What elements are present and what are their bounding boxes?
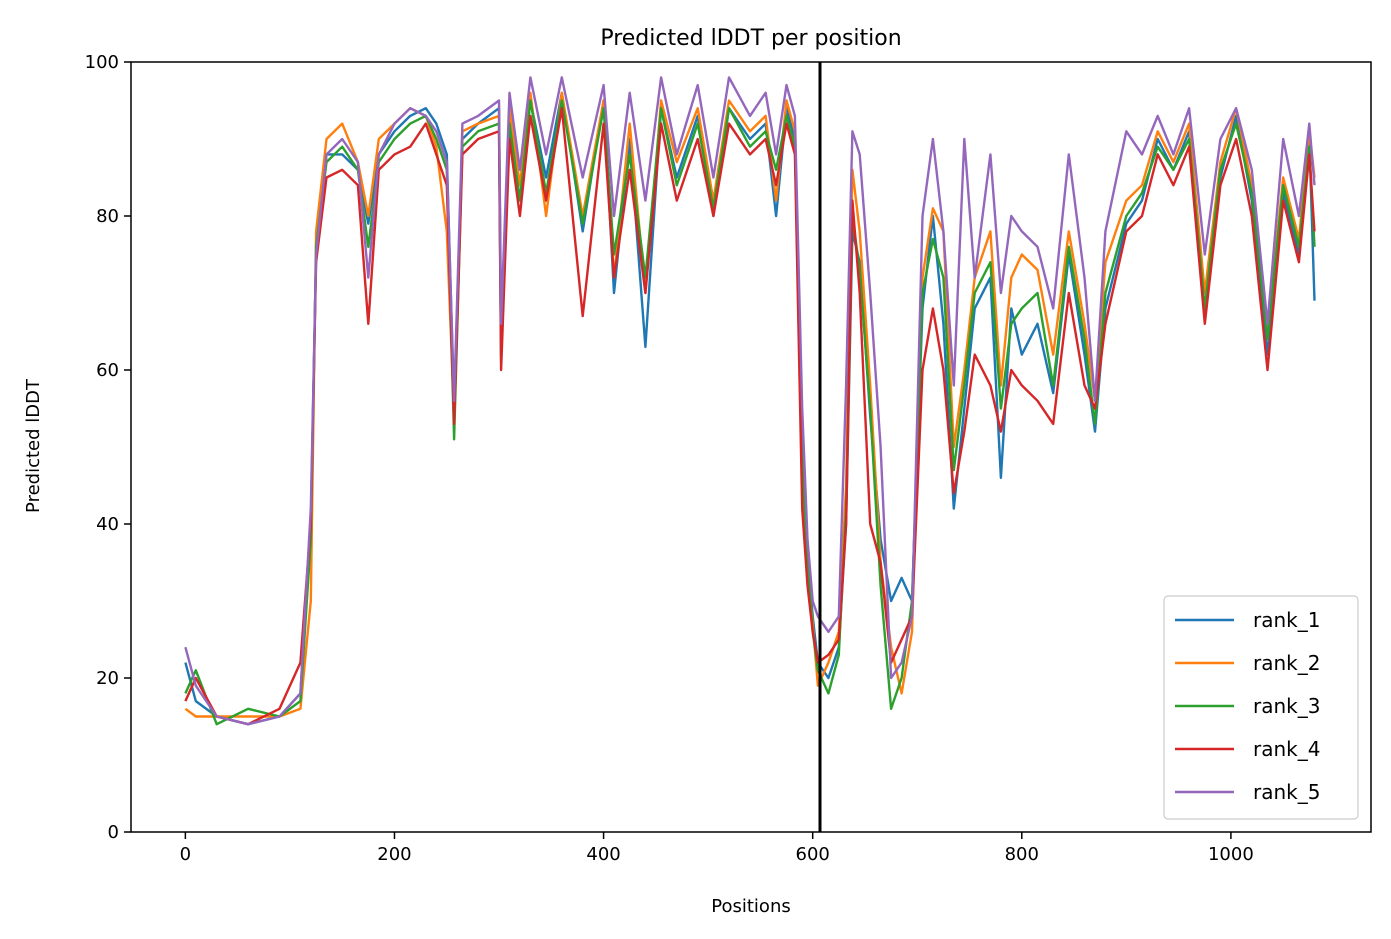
y-tick-label: 100 [85, 52, 119, 73]
x-tick-label: 0 [180, 844, 191, 865]
legend-label: rank_4 [1253, 737, 1320, 761]
y-tick-label: 80 [96, 206, 119, 227]
y-tick-label: 0 [108, 822, 119, 843]
y-tick-label: 40 [96, 514, 119, 535]
y-axis-label: Predicted lDDT [23, 378, 44, 513]
series-line-rank-5 [184, 76, 1316, 726]
y-tick-label: 60 [96, 360, 119, 381]
x-tick-label: 400 [586, 844, 620, 865]
y-tick-label: 20 [96, 668, 119, 689]
legend-box [1163, 595, 1359, 820]
series-lines [184, 76, 1316, 726]
series-line-rank-4 [184, 106, 1316, 726]
legend-label: rank_3 [1253, 694, 1320, 718]
chart-title: Predicted lDDT per position [600, 26, 901, 51]
plot-frame [130, 61, 1372, 833]
x-tick-label: 800 [1005, 844, 1039, 865]
legend: rank_1 rank_2 rank_3 rank_4 rank_5 [1163, 595, 1359, 820]
x-tick-label: 600 [796, 844, 830, 865]
x-tick-label: 200 [377, 844, 411, 865]
axis-ticks: 0 200 400 600 800 1000 0 20 40 60 80 100 [85, 52, 1254, 865]
legend-label: rank_5 [1253, 780, 1320, 804]
x-axis-label: Positions [711, 896, 790, 917]
x-tick-label: 1000 [1208, 844, 1254, 865]
legend-label: rank_1 [1253, 608, 1320, 632]
legend-label: rank_2 [1253, 651, 1320, 675]
